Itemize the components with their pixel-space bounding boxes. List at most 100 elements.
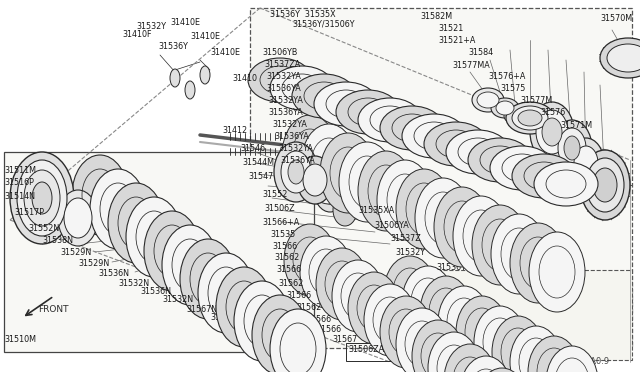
Text: 31532N: 31532N bbox=[162, 295, 193, 305]
Text: 31529N: 31529N bbox=[78, 260, 109, 269]
Ellipse shape bbox=[476, 368, 528, 372]
Ellipse shape bbox=[297, 156, 333, 204]
Ellipse shape bbox=[528, 336, 580, 372]
Ellipse shape bbox=[506, 102, 554, 134]
Ellipse shape bbox=[420, 276, 472, 348]
Ellipse shape bbox=[491, 214, 547, 294]
Ellipse shape bbox=[377, 160, 433, 240]
Ellipse shape bbox=[542, 118, 562, 146]
Ellipse shape bbox=[496, 101, 514, 115]
Text: 31562: 31562 bbox=[278, 279, 303, 288]
Ellipse shape bbox=[284, 224, 336, 296]
Ellipse shape bbox=[460, 356, 512, 372]
Text: 31511M: 31511M bbox=[4, 166, 36, 174]
Ellipse shape bbox=[564, 136, 580, 160]
Ellipse shape bbox=[314, 82, 378, 126]
Ellipse shape bbox=[234, 281, 290, 361]
Ellipse shape bbox=[574, 146, 598, 180]
Text: 31536N: 31536N bbox=[140, 288, 171, 296]
Ellipse shape bbox=[415, 178, 471, 258]
Ellipse shape bbox=[270, 66, 334, 110]
Ellipse shape bbox=[320, 133, 376, 213]
Ellipse shape bbox=[474, 306, 526, 372]
Ellipse shape bbox=[380, 296, 432, 368]
Ellipse shape bbox=[510, 326, 562, 372]
Ellipse shape bbox=[384, 256, 436, 328]
Text: FRONT: FRONT bbox=[38, 305, 68, 314]
Bar bbox=[346, 343, 404, 361]
Ellipse shape bbox=[333, 194, 357, 226]
Ellipse shape bbox=[301, 124, 357, 204]
Text: 31576: 31576 bbox=[540, 108, 565, 116]
Ellipse shape bbox=[292, 74, 356, 118]
Text: 31537ZA: 31537ZA bbox=[264, 60, 300, 68]
Text: 31536YA: 31536YA bbox=[268, 108, 303, 116]
Text: 31532YA: 31532YA bbox=[278, 144, 313, 153]
Text: 31566: 31566 bbox=[316, 326, 341, 334]
Text: 31532Y: 31532Y bbox=[136, 22, 166, 31]
Ellipse shape bbox=[288, 160, 304, 184]
Text: 31566: 31566 bbox=[272, 241, 297, 250]
Ellipse shape bbox=[512, 106, 548, 130]
Ellipse shape bbox=[529, 232, 585, 312]
Text: 31571M: 31571M bbox=[560, 121, 592, 129]
Ellipse shape bbox=[552, 120, 592, 176]
Ellipse shape bbox=[320, 176, 340, 204]
Text: 31538N: 31538N bbox=[42, 235, 73, 244]
Text: 31536Y: 31536Y bbox=[436, 263, 466, 273]
Ellipse shape bbox=[108, 183, 164, 263]
Text: 31584: 31584 bbox=[468, 48, 493, 57]
Ellipse shape bbox=[306, 142, 314, 154]
Text: 31510M: 31510M bbox=[4, 336, 36, 344]
Text: 31532N: 31532N bbox=[118, 279, 149, 288]
Ellipse shape bbox=[396, 308, 448, 372]
Text: 31521: 31521 bbox=[438, 23, 463, 32]
Ellipse shape bbox=[477, 92, 499, 108]
Ellipse shape bbox=[607, 44, 640, 72]
Ellipse shape bbox=[424, 122, 488, 166]
Ellipse shape bbox=[580, 150, 630, 220]
Ellipse shape bbox=[282, 115, 338, 195]
Ellipse shape bbox=[358, 98, 422, 142]
Ellipse shape bbox=[518, 110, 542, 126]
Text: 31538NA: 31538NA bbox=[210, 314, 246, 323]
Ellipse shape bbox=[512, 154, 576, 198]
Ellipse shape bbox=[600, 38, 640, 78]
Text: 31537Z: 31537Z bbox=[390, 234, 420, 243]
Ellipse shape bbox=[17, 160, 67, 236]
Text: 31562: 31562 bbox=[296, 304, 321, 312]
Text: 31577MA: 31577MA bbox=[452, 61, 490, 70]
Ellipse shape bbox=[568, 138, 604, 188]
Ellipse shape bbox=[336, 90, 400, 134]
Ellipse shape bbox=[472, 88, 504, 112]
Text: 31577M: 31577M bbox=[520, 96, 552, 105]
Ellipse shape bbox=[314, 168, 346, 212]
Ellipse shape bbox=[185, 81, 195, 99]
Text: 31412: 31412 bbox=[222, 125, 247, 135]
Ellipse shape bbox=[534, 162, 598, 206]
Ellipse shape bbox=[170, 69, 180, 87]
Text: 31552N: 31552N bbox=[28, 224, 60, 232]
Ellipse shape bbox=[292, 143, 298, 153]
Text: 31567N: 31567N bbox=[186, 305, 217, 314]
Ellipse shape bbox=[434, 187, 490, 267]
Text: 31506YA: 31506YA bbox=[374, 221, 409, 230]
Text: 31516P: 31516P bbox=[4, 177, 34, 186]
Ellipse shape bbox=[24, 170, 60, 226]
Ellipse shape bbox=[339, 142, 395, 222]
Text: 31532YA: 31532YA bbox=[272, 119, 307, 128]
Text: 31410E: 31410E bbox=[210, 48, 240, 57]
Text: 31582M: 31582M bbox=[420, 12, 452, 20]
Text: 31410F: 31410F bbox=[122, 29, 152, 38]
Text: 31535: 31535 bbox=[270, 230, 295, 238]
Text: 31529N: 31529N bbox=[60, 247, 92, 257]
Text: 31514N: 31514N bbox=[4, 192, 35, 201]
Ellipse shape bbox=[490, 146, 554, 190]
Ellipse shape bbox=[530, 102, 574, 162]
Ellipse shape bbox=[412, 320, 464, 372]
Ellipse shape bbox=[64, 198, 92, 238]
Ellipse shape bbox=[303, 164, 327, 196]
Text: 31532YA: 31532YA bbox=[266, 71, 301, 80]
Ellipse shape bbox=[491, 98, 519, 118]
Ellipse shape bbox=[248, 58, 312, 102]
